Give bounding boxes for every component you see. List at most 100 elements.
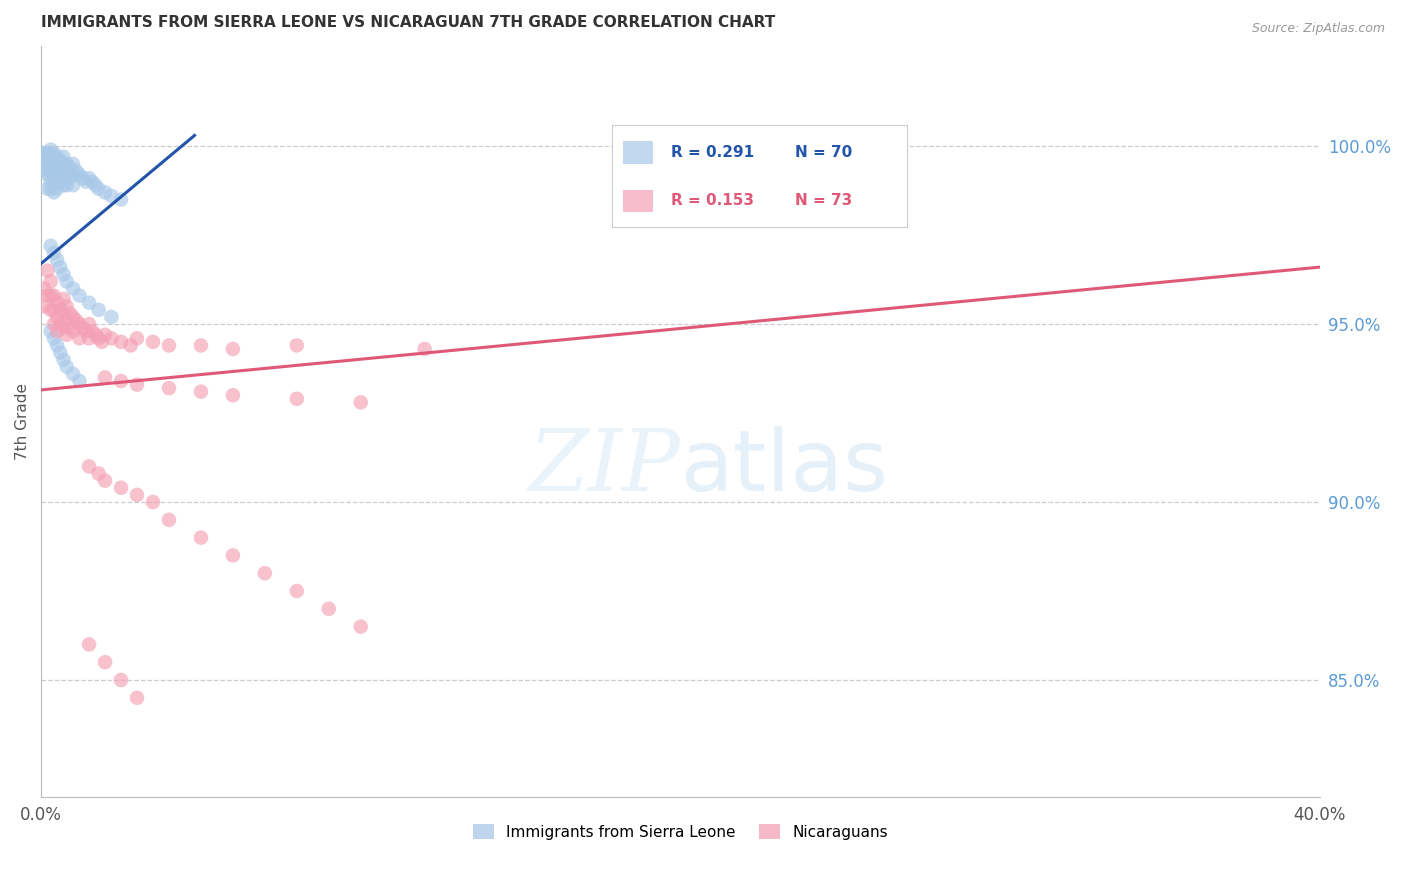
Point — [94, 186, 117, 200]
Point — [34, 150, 56, 164]
Point — [62, 178, 84, 193]
Point — [142, 495, 165, 509]
Point — [75, 324, 97, 338]
Point — [46, 150, 69, 164]
Point — [77, 171, 100, 186]
Point — [87, 302, 110, 317]
Point — [59, 171, 82, 186]
Point — [59, 161, 82, 175]
Text: R = 0.291: R = 0.291 — [671, 145, 754, 160]
Point — [190, 531, 212, 545]
Point — [42, 146, 65, 161]
Point — [49, 175, 72, 189]
FancyBboxPatch shape — [623, 189, 652, 212]
Point — [39, 324, 62, 338]
Point — [52, 292, 75, 306]
Point — [285, 338, 308, 352]
Text: N = 70: N = 70 — [794, 145, 852, 160]
Point — [65, 164, 87, 178]
Point — [46, 338, 69, 352]
Point — [77, 331, 100, 345]
Point — [49, 302, 72, 317]
Point — [37, 146, 59, 161]
Point — [55, 157, 77, 171]
Point — [82, 175, 104, 189]
Point — [55, 327, 77, 342]
Point — [37, 182, 59, 196]
Point — [87, 331, 110, 345]
Point — [350, 395, 373, 409]
Point — [52, 178, 75, 193]
Point — [46, 295, 69, 310]
Point — [87, 182, 110, 196]
Point — [37, 153, 59, 168]
Point — [42, 317, 65, 331]
Point — [39, 288, 62, 302]
Point — [52, 168, 75, 182]
Point — [77, 637, 100, 651]
Point — [125, 331, 148, 345]
Point — [110, 673, 132, 687]
Point — [39, 302, 62, 317]
Point — [77, 459, 100, 474]
Point — [69, 374, 91, 388]
Point — [62, 281, 84, 295]
Point — [72, 171, 94, 186]
Point — [100, 310, 122, 324]
Point — [52, 267, 75, 281]
Point — [34, 164, 56, 178]
Point — [39, 182, 62, 196]
Text: atlas: atlas — [681, 425, 889, 508]
Point — [49, 345, 72, 359]
Point — [100, 331, 122, 345]
Text: Source: ZipAtlas.com: Source: ZipAtlas.com — [1251, 22, 1385, 36]
Point — [65, 313, 87, 327]
Point — [49, 164, 72, 178]
Point — [46, 171, 69, 186]
Point — [46, 310, 69, 324]
Point — [39, 274, 62, 288]
Point — [120, 338, 142, 352]
Y-axis label: 7th Grade: 7th Grade — [15, 384, 30, 460]
Point — [84, 178, 107, 193]
Point — [222, 388, 245, 402]
Point — [39, 164, 62, 178]
Point — [42, 288, 65, 302]
Point — [49, 317, 72, 331]
Point — [77, 317, 100, 331]
Point — [190, 338, 212, 352]
Point — [39, 150, 62, 164]
Point — [350, 619, 373, 633]
Point — [39, 143, 62, 157]
Point — [125, 488, 148, 502]
Point — [110, 193, 132, 207]
Point — [100, 189, 122, 203]
Point — [35, 146, 58, 161]
Point — [46, 161, 69, 175]
Point — [42, 302, 65, 317]
Point — [55, 359, 77, 374]
Point — [31, 146, 53, 161]
Point — [62, 168, 84, 182]
Point — [222, 549, 245, 563]
Point — [157, 513, 180, 527]
Point — [69, 331, 91, 345]
Point — [94, 655, 117, 669]
Point — [84, 327, 107, 342]
Point — [55, 313, 77, 327]
Point — [59, 320, 82, 334]
Text: ZIP: ZIP — [529, 425, 681, 508]
Legend: Immigrants from Sierra Leone, Nicaraguans: Immigrants from Sierra Leone, Nicaraguan… — [467, 818, 894, 847]
Point — [72, 320, 94, 334]
Point — [87, 467, 110, 481]
Point — [59, 306, 82, 320]
Point — [62, 367, 84, 381]
Point — [39, 239, 62, 253]
Point — [42, 186, 65, 200]
FancyBboxPatch shape — [623, 141, 652, 164]
Text: IMMIGRANTS FROM SIERRA LEONE VS NICARAGUAN 7TH GRADE CORRELATION CHART: IMMIGRANTS FROM SIERRA LEONE VS NICARAGU… — [41, 15, 775, 30]
Point — [222, 342, 245, 356]
Point — [125, 690, 148, 705]
Point — [34, 281, 56, 295]
Point — [42, 245, 65, 260]
